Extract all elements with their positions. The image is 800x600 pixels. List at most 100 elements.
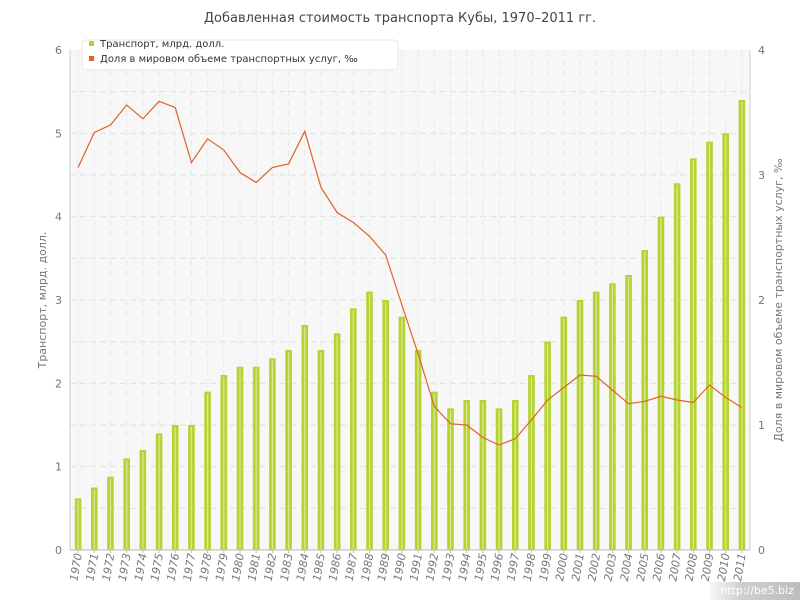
x-tick-label: 1972 — [100, 552, 118, 582]
x-tick-label: 1975 — [148, 552, 166, 582]
watermark[interactable]: http://be5.biz — [710, 582, 800, 600]
bar-highlight — [368, 293, 371, 550]
x-tick-label: 2005 — [634, 552, 652, 582]
x-tick-label: 1987 — [343, 552, 361, 582]
bar-highlight — [239, 368, 241, 550]
x-tick-label: 1990 — [391, 552, 409, 582]
x-tick-label: 2010 — [715, 552, 733, 582]
left-tick-label: 1 — [55, 461, 62, 474]
x-tick-label: 1997 — [505, 552, 523, 582]
right-tick-label: 0 — [758, 544, 765, 557]
right-axis-label: Доля в мировом объеме транспортных услуг… — [772, 158, 785, 442]
left-axis-label: Транспорт, млрд. долл. — [36, 232, 49, 370]
bar-highlight — [708, 143, 711, 550]
bar-highlight — [498, 410, 500, 550]
bar-highlight — [174, 427, 176, 550]
x-tick-label: 2007 — [666, 552, 684, 582]
bar-highlight — [563, 318, 565, 550]
x-tick-label: 1974 — [132, 552, 150, 582]
bar-highlight — [514, 402, 516, 550]
x-tick-label: 1983 — [278, 552, 296, 582]
x-tick-label: 1995 — [472, 552, 490, 582]
bar-highlight — [449, 410, 452, 550]
left-tick-label: 5 — [55, 127, 62, 140]
bar-highlight — [255, 368, 257, 550]
left-axis-ticks: 0 1 2 3 4 5 6 — [55, 44, 62, 557]
right-tick-label: 2 — [758, 294, 765, 307]
right-axis-ticks: 0 1 2 3 4 — [758, 44, 765, 557]
bar-highlight — [401, 318, 403, 550]
x-tick-label: 2004 — [618, 552, 636, 582]
x-tick-label: 1986 — [326, 552, 344, 582]
x-tick-label: 1994 — [456, 552, 474, 582]
x-tick-label: 2000 — [553, 552, 571, 582]
bar-highlight — [660, 218, 662, 550]
legend-box — [81, 39, 399, 71]
x-tick-label: 1981 — [245, 552, 263, 582]
x-tick-label: 1998 — [521, 552, 539, 582]
line-series — [77, 100, 743, 446]
bar-highlight — [223, 377, 225, 550]
bar-series — [74, 100, 746, 551]
legend-label-line: Доля в мировом объеме транспортных услуг… — [100, 54, 358, 65]
bar-highlight — [595, 293, 597, 550]
right-tick-label: 4 — [758, 44, 765, 57]
left-tick-label: 4 — [55, 211, 62, 224]
bar-highlight — [109, 478, 112, 550]
bar-highlight — [547, 343, 549, 550]
x-tick-label: 1971 — [84, 552, 102, 582]
bar-highlight — [385, 302, 387, 550]
x-tick-label: 2002 — [585, 552, 603, 582]
right-tick-label: 1 — [758, 419, 765, 432]
x-tick-label: 1979 — [213, 552, 231, 582]
legend: Транспорт, млрд. долл. Доля в мировом об… — [81, 39, 399, 71]
left-tick-label: 2 — [55, 377, 62, 390]
x-tick-label: 2003 — [602, 552, 620, 582]
bar-highlight — [611, 285, 613, 550]
x-tick-label: 1978 — [197, 552, 215, 582]
bar-highlight — [627, 277, 630, 550]
x-axis-ticks: 1970197119721973197419751976197719781979… — [67, 550, 749, 582]
x-tick-label: 1980 — [229, 552, 247, 582]
bar-highlight — [190, 427, 193, 550]
legend-label-bar: Транспорт, млрд. долл. — [99, 39, 224, 50]
x-tick-label: 1992 — [424, 552, 442, 582]
bar-highlight — [126, 460, 128, 550]
axes — [69, 50, 751, 551]
x-tick-label: 2011 — [731, 552, 749, 582]
bar-highlight — [207, 393, 209, 550]
right-tick-label: 3 — [758, 169, 765, 182]
bar-highlight — [336, 335, 338, 550]
x-tick-label: 1988 — [359, 552, 377, 582]
x-tick-label: 1989 — [375, 552, 393, 582]
bar-highlight — [692, 160, 694, 551]
bar-highlight — [77, 500, 79, 550]
chart-title: Добавленная стоимость транспорта Кубы, 1… — [204, 11, 596, 26]
x-tick-label: 1982 — [262, 552, 280, 582]
x-tick-label: 2008 — [683, 552, 701, 582]
x-tick-label: 1993 — [440, 552, 458, 582]
x-tick-label: 1996 — [488, 552, 506, 582]
bar-highlight — [676, 185, 678, 551]
bar-highlight — [158, 435, 160, 550]
x-tick-label: 1984 — [294, 552, 312, 582]
bar-highlight — [304, 327, 306, 550]
bar-highlight — [271, 360, 273, 550]
bar-highlight — [530, 377, 533, 550]
x-tick-label: 2006 — [650, 552, 668, 582]
bar-highlight — [741, 102, 743, 550]
legend-swatch-line — [89, 56, 94, 61]
x-tick-label: 1977 — [181, 552, 199, 582]
bar-highlight — [417, 352, 419, 550]
bar-highlight — [142, 452, 144, 550]
x-tick-label: 1970 — [67, 552, 85, 582]
bar-highlight — [433, 393, 435, 550]
x-tick-label: 1973 — [116, 552, 134, 582]
bar-highlight — [93, 489, 95, 550]
bar-highlight — [466, 402, 468, 550]
bar-highlight — [725, 135, 727, 551]
bar-highlight — [352, 310, 354, 550]
x-tick-label: 2009 — [699, 552, 717, 582]
bar-highlight — [579, 302, 581, 550]
